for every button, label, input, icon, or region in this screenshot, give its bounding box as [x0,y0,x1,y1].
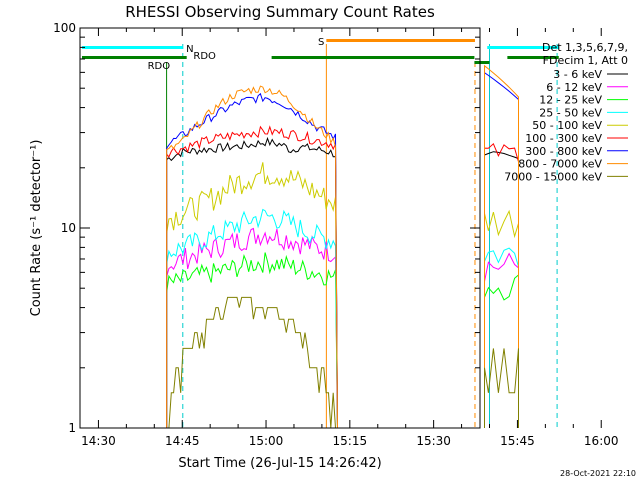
x-tick-label-6: 16:00 [584,434,619,448]
legend-entry-6: 100 - 300 keV [525,132,602,145]
y-tick-label-2: 100 [53,21,76,35]
series-line-1-tail [484,151,519,428]
legend-entry-8: 800 - 7000 keV [518,158,602,171]
series-line-5 [166,162,338,429]
series-line-6 [166,125,338,429]
x-tick-label-3: 15:15 [333,434,368,448]
legend-header-2: FDecim 1, Att 0 [543,54,628,67]
y-tick-label-0: 1 [68,421,76,435]
series-line-1 [166,136,338,429]
plot-frame [79,27,481,429]
night-marker-label: N [186,44,193,55]
x-tick-label-2: 15:00 [249,434,284,448]
legend-entry-3: 12 - 25 keV [539,94,602,107]
series-line-6-tail [484,142,519,428]
rdo-marker-label: RDO [193,51,216,62]
rdo-marker-label-2: RDO [148,61,171,72]
legend-entry-2: 6 - 12 keV [546,81,602,94]
series-line-9-tail [484,348,519,428]
chart-title: RHESSI Observing Summary Count Rates [125,3,435,21]
legend-header-1: Det 1,3,5,6,7,9, [542,41,628,54]
series-line-7-tail [484,71,519,428]
footer-timestamp: 28-Oct-2021 22:10 [560,469,636,478]
series-line-4 [166,208,338,429]
series-line-3 [166,252,338,429]
series-line-5-tail [484,209,519,428]
legend-entry-7: 300 - 800 keV [525,145,602,158]
series-line-8-tail [484,64,519,428]
legend-entry-4: 25 - 50 keV [539,106,602,119]
x-tick-label-1: 14:45 [165,434,200,448]
series-line-3-tail [484,273,519,428]
x-tick-label-0: 14:30 [81,434,116,448]
series-line-8 [166,85,338,429]
x-tick-label-5: 15:45 [500,434,535,448]
y-tick-label-1: 10 [61,221,76,235]
series-line-4-tail [484,247,519,428]
legend-entry-5: 50 - 100 keV [532,119,602,132]
series-line-9 [166,296,338,429]
x-axis-label: Start Time (26-Jul-15 14:26:42) [178,456,381,471]
y-axis-label: Count Rate (s⁻¹ detector⁻¹) [29,140,44,317]
legend-entry-1: 3 - 6 keV [553,68,602,81]
x-tick-label-4: 15:30 [416,434,451,448]
series-line-2-tail [484,252,519,428]
legend-entry-9: 7000 - 15000 keV [504,170,602,183]
series-line-2 [166,227,338,429]
saa-marker-label: S [318,37,324,48]
